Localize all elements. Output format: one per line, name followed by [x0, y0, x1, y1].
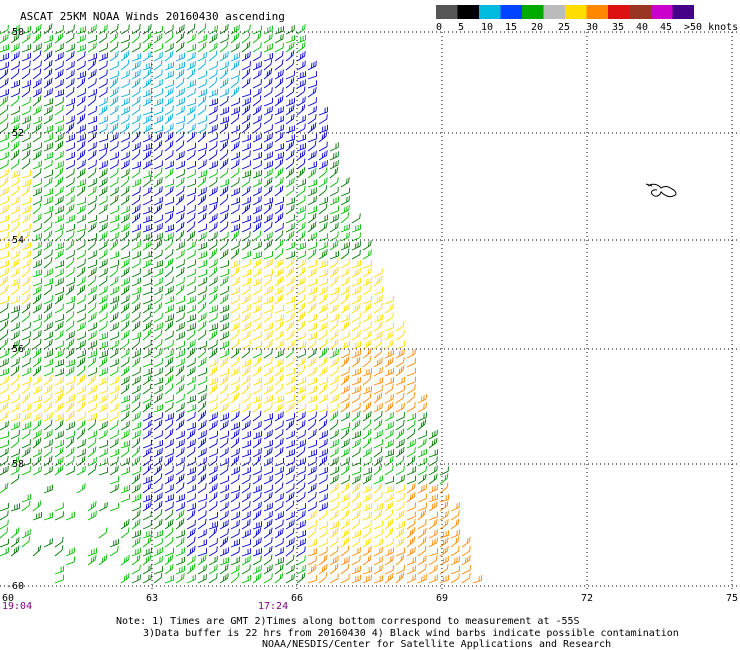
time-label: 19:04	[2, 601, 32, 612]
legend-swatch	[608, 5, 630, 19]
legend-swatch	[565, 5, 587, 19]
legend-swatch	[543, 5, 565, 19]
legend-label: >50 knots	[684, 22, 738, 33]
wind-barbs-layer	[0, 23, 483, 584]
legend-label: 40	[636, 22, 648, 33]
lat-label: -52	[6, 128, 24, 139]
lat-label: -50	[6, 27, 24, 38]
wind-barb-group	[0, 168, 405, 548]
legend-label: 15	[505, 22, 517, 33]
lon-label: 75	[726, 593, 738, 604]
lat-lon-grid	[0, 31, 740, 590]
longitude-labels: 60 63 66 69 72 75	[2, 593, 738, 604]
note-line-1: Note: 1) Times are GMT 2)Times along bot…	[116, 616, 580, 627]
legend-label: 5	[458, 22, 464, 33]
wind-barb-group	[0, 50, 328, 557]
lon-label: 63	[146, 593, 158, 604]
wind-barb-group	[307, 347, 483, 584]
legend-swatch	[500, 5, 522, 19]
lon-label: 69	[436, 593, 448, 604]
legend-label: 0	[436, 22, 442, 33]
legend-swatch	[586, 5, 608, 19]
lat-label: -56	[6, 344, 24, 355]
legend-swatch	[629, 5, 651, 19]
legend-label: 30	[586, 22, 598, 33]
island-outline	[645, 183, 677, 198]
time-label: 17:24	[258, 601, 288, 612]
legend-label: 25	[558, 22, 570, 33]
note-line-3: NOAA/NESDIS/Center for Satellite Applica…	[262, 639, 611, 650]
lat-label: -60	[6, 581, 24, 592]
wind-barb-group	[98, 50, 240, 134]
map-title: ASCAT 25KM NOAA Winds 20160430 ascending	[20, 10, 285, 23]
latitude-labels: -50 -52 -54 -56 -58 -60	[6, 27, 24, 592]
legend-label: 35	[612, 22, 624, 33]
lat-label: -54	[6, 235, 24, 246]
legend-label: 45	[660, 22, 672, 33]
lat-label: -58	[6, 459, 24, 470]
speed-legend: 0 5 10 15 20 25 30 35 40 45 >50 knots	[436, 5, 738, 33]
note-line-2: 3)Data buffer is 22 hrs from 20160430 4)…	[143, 628, 679, 639]
lon-label: 66	[291, 593, 303, 604]
legend-swatch	[457, 5, 479, 19]
legend-swatch	[672, 5, 694, 19]
legend-swatch	[479, 5, 501, 19]
legend-label: 20	[531, 22, 543, 33]
legend-swatch	[522, 5, 544, 19]
lon-label: 60	[2, 593, 14, 604]
footnotes: Note: 1) Times are GMT 2)Times along bot…	[116, 616, 679, 650]
lon-label: 72	[581, 593, 593, 604]
wind-barb-group	[0, 23, 449, 584]
legend-swatch	[651, 5, 673, 19]
legend-swatch	[436, 5, 458, 19]
legend-label: 10	[481, 22, 493, 33]
wind-barb-group	[0, 23, 449, 584]
